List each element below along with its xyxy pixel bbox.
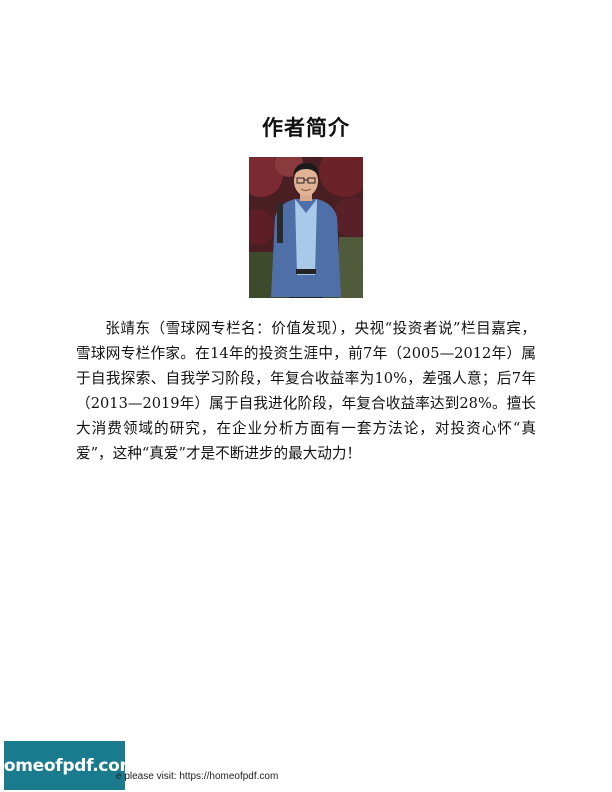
footer-link-text[interactable]: e please visit: https://homeofpdf.com — [116, 771, 279, 782]
author-bio: 张靖东（雪球网专栏名：价值发现），央视“投资者说”栏目嘉宾，雪球网专栏作家。在1… — [76, 320, 536, 462]
page-title: 作者简介 — [262, 116, 350, 140]
homeofpdf-badge[interactable]: homeofpdf.com — [0, 741, 137, 790]
badge-text: homeofpdf.com — [0, 755, 137, 776]
author-photo — [249, 157, 363, 298]
